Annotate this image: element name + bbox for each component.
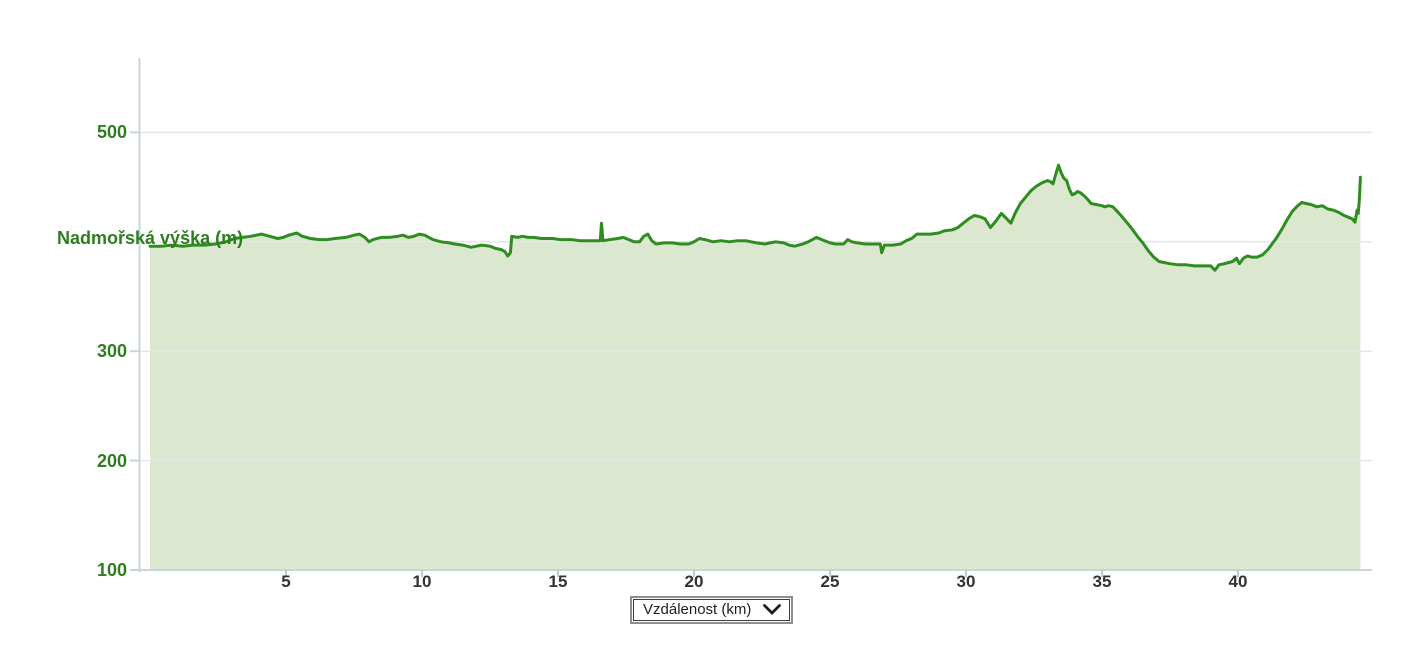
area-fill bbox=[150, 165, 1361, 570]
x-tick-label-35: 35 bbox=[1092, 572, 1112, 591]
x-tick-label-20: 20 bbox=[684, 572, 704, 591]
y-tick-label-500: 500 bbox=[96, 122, 127, 143]
elevation-line bbox=[148, 163, 1362, 272]
x-tick-label-5: 5 bbox=[281, 572, 291, 591]
y-tick-label-200: 200 bbox=[96, 450, 127, 471]
x-axis-unit-select[interactable]: Vzdálenost (km) bbox=[630, 596, 794, 624]
y-tick-label-300: 300 bbox=[96, 341, 127, 362]
x-tick-label-15: 15 bbox=[548, 572, 568, 591]
x-tick-label-40: 40 bbox=[1228, 572, 1248, 591]
y-tick-label-100: 100 bbox=[96, 560, 127, 580]
chevron-down-icon bbox=[763, 604, 782, 615]
y-axis-title: Nadmořská výška (m) bbox=[57, 228, 244, 248]
x-tick-label-10: 10 bbox=[412, 572, 432, 591]
x-axis-unit-label: Vzdálenost (km) bbox=[643, 601, 752, 618]
x-tick-label-30: 30 bbox=[956, 572, 976, 591]
x-tick-label-25: 25 bbox=[820, 572, 840, 591]
x-axis-unit-select-box: Vzdálenost (km) bbox=[633, 599, 791, 621]
